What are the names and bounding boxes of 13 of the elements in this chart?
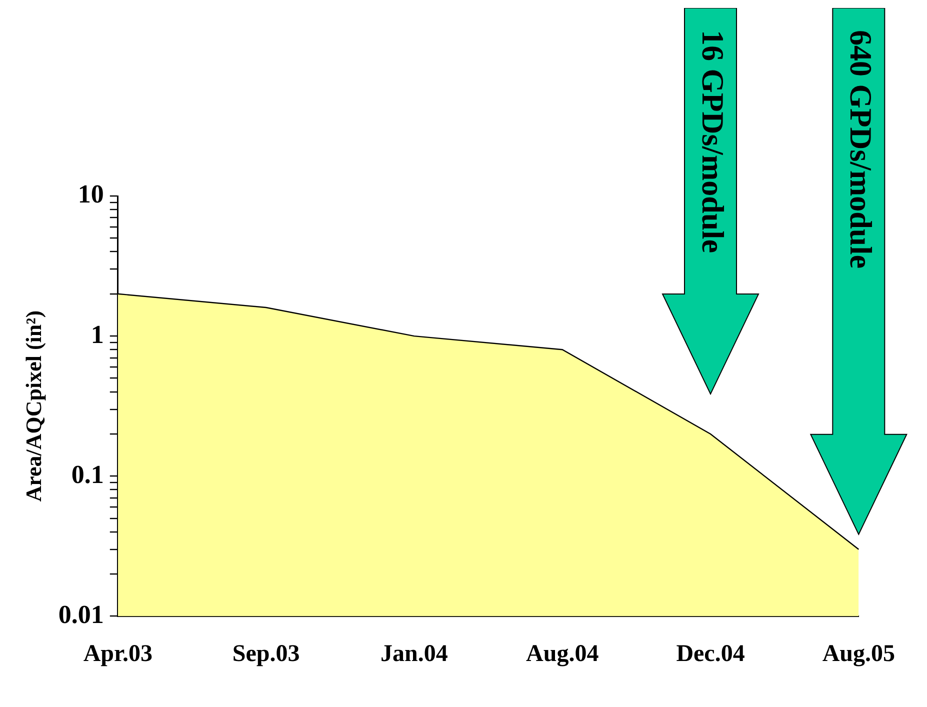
- x-tick-label: Aug.04: [526, 640, 599, 667]
- x-tick-label: Aug.05: [822, 640, 896, 667]
- x-tick-label: Apr.03: [83, 640, 152, 667]
- y-tick-label: 10: [78, 180, 104, 209]
- annotation: 640 GPDs/module: [844, 30, 879, 269]
- y-tick-label: 0.1: [71, 460, 104, 489]
- x-tick-label: Sep.03: [232, 640, 300, 667]
- annotation: 16 GPDs/module: [695, 30, 730, 254]
- y-tick-label: 1: [90, 320, 104, 349]
- y-axis-title: Area/AQCpixel (in²): [20, 310, 46, 502]
- x-tick-label: Dec.04: [676, 640, 745, 667]
- x-tick-label: Jan.04: [380, 640, 448, 667]
- y-tick-label: 0.01: [58, 600, 104, 629]
